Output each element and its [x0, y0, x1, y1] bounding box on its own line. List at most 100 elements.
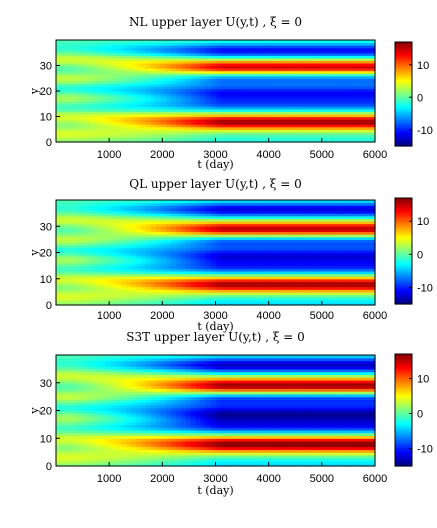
- heatmap-cell: [290, 129, 296, 133]
- heatmap-cell: [320, 223, 326, 227]
- heatmap-cell: [340, 226, 346, 230]
- heatmap-cell: [195, 50, 202, 54]
- colorbar-strip: [395, 48, 412, 51]
- heatmap-cell: [350, 91, 356, 95]
- heatmap-cell: [295, 134, 301, 138]
- heatmap-cell: [330, 62, 336, 67]
- heatmap-cell: [115, 47, 122, 51]
- heatmap-cell: [295, 116, 301, 120]
- heatmap-cell: [175, 297, 182, 301]
- heatmap-cell: [330, 40, 336, 44]
- heatmap-cell: [210, 83, 217, 87]
- heatmap-cell: [165, 265, 172, 269]
- heatmap-cell: [95, 236, 102, 240]
- heatmap-cell: [105, 247, 112, 251]
- heatmap-cell: [335, 273, 341, 277]
- heatmap-cell: [290, 55, 296, 59]
- heatmap-cell: [225, 50, 232, 54]
- heatmap-cell: [250, 215, 256, 219]
- heatmap-cell: [120, 265, 127, 269]
- heatmap-cell: [275, 124, 281, 128]
- heatmap-cell: [190, 221, 197, 225]
- heatmap-cell: [370, 42, 376, 46]
- heatmap-cell: [240, 75, 246, 79]
- heatmap-cell: [150, 60, 157, 64]
- heatmap-cell: [325, 218, 331, 222]
- heatmap-cell: [275, 244, 281, 248]
- heatmap-cell: [210, 91, 217, 95]
- heatmap-cell: [290, 75, 296, 79]
- heatmap-cell: [65, 215, 72, 219]
- heatmap-cell: [245, 294, 251, 298]
- heatmap-cell: [115, 213, 122, 217]
- heatmap-cell: [240, 294, 246, 298]
- heatmap-cell: [75, 111, 82, 115]
- heatmap-cell: [145, 45, 152, 49]
- heatmap-cell: [335, 276, 341, 280]
- heatmap-cell: [235, 263, 242, 267]
- heatmap-cell: [370, 136, 376, 141]
- heatmap-cell: [335, 119, 341, 123]
- heatmap-cell: [310, 263, 316, 267]
- heatmap-cell: [145, 108, 152, 112]
- heatmap-cell: [330, 205, 336, 209]
- heatmap-cell: [210, 85, 217, 90]
- heatmap-cell: [320, 294, 326, 298]
- heatmap-cell: [285, 55, 291, 59]
- heatmap-cell: [145, 47, 152, 51]
- heatmap-cell: [115, 113, 122, 118]
- heatmap-cell: [355, 47, 361, 51]
- heatmap-cell: [195, 236, 202, 240]
- heatmap-cell: [210, 57, 217, 61]
- heatmap-cell: [125, 291, 132, 296]
- heatmap-cell: [190, 116, 197, 120]
- heatmap-cell: [175, 88, 182, 92]
- heatmap-cell: [205, 70, 212, 74]
- heatmap-cell: [65, 52, 72, 56]
- heatmap-cell: [315, 126, 321, 130]
- heatmap-cell: [145, 73, 152, 77]
- heatmap-cell: [190, 52, 197, 56]
- heatmap-cell: [65, 88, 72, 92]
- heatmap-cell: [345, 70, 351, 74]
- heatmap-cell: [215, 98, 222, 102]
- heatmap-cell: [130, 260, 137, 264]
- heatmap-cell: [280, 273, 286, 277]
- heatmap-cell: [230, 252, 237, 256]
- heatmap-cell: [125, 65, 132, 69]
- heatmap-cell: [240, 103, 246, 107]
- heatmap-cell: [175, 231, 182, 235]
- heatmap-cell: [315, 134, 321, 138]
- heatmap-cell: [220, 134, 227, 138]
- heatmap-cell: [350, 45, 356, 49]
- heatmap-cell: [115, 202, 122, 206]
- heatmap-cell: [185, 57, 192, 61]
- heatmap-cell: [160, 80, 167, 84]
- heatmap-cell: [155, 70, 162, 74]
- heatmap-cell: [155, 226, 162, 230]
- heatmap-cell: [145, 291, 152, 296]
- heatmap-cell: [275, 205, 281, 209]
- heatmap-cell: [265, 70, 271, 74]
- heatmap-cell: [290, 134, 296, 138]
- heatmap-cell: [290, 116, 296, 120]
- heatmap-cell: [350, 106, 356, 110]
- heatmap-cell: [65, 139, 72, 143]
- heatmap-cell: [270, 268, 276, 272]
- heatmap-cell: [75, 93, 82, 97]
- heatmap-cell: [265, 276, 271, 280]
- heatmap-cell: [75, 270, 82, 275]
- heatmap-cell: [185, 202, 192, 206]
- heatmap-cell: [200, 113, 207, 118]
- heatmap-cell: [65, 106, 72, 110]
- heatmap-cell: [95, 218, 102, 222]
- heatmap-cell: [330, 55, 336, 59]
- heatmap-cell: [205, 119, 212, 123]
- heatmap-cell: [345, 45, 351, 49]
- heatmap-cell: [80, 83, 87, 87]
- heatmap-cell: [70, 299, 77, 303]
- heatmap-cell: [190, 252, 197, 256]
- heatmap-cell: [240, 302, 246, 306]
- heatmap-cell: [175, 57, 182, 61]
- heatmap-cell: [100, 205, 107, 209]
